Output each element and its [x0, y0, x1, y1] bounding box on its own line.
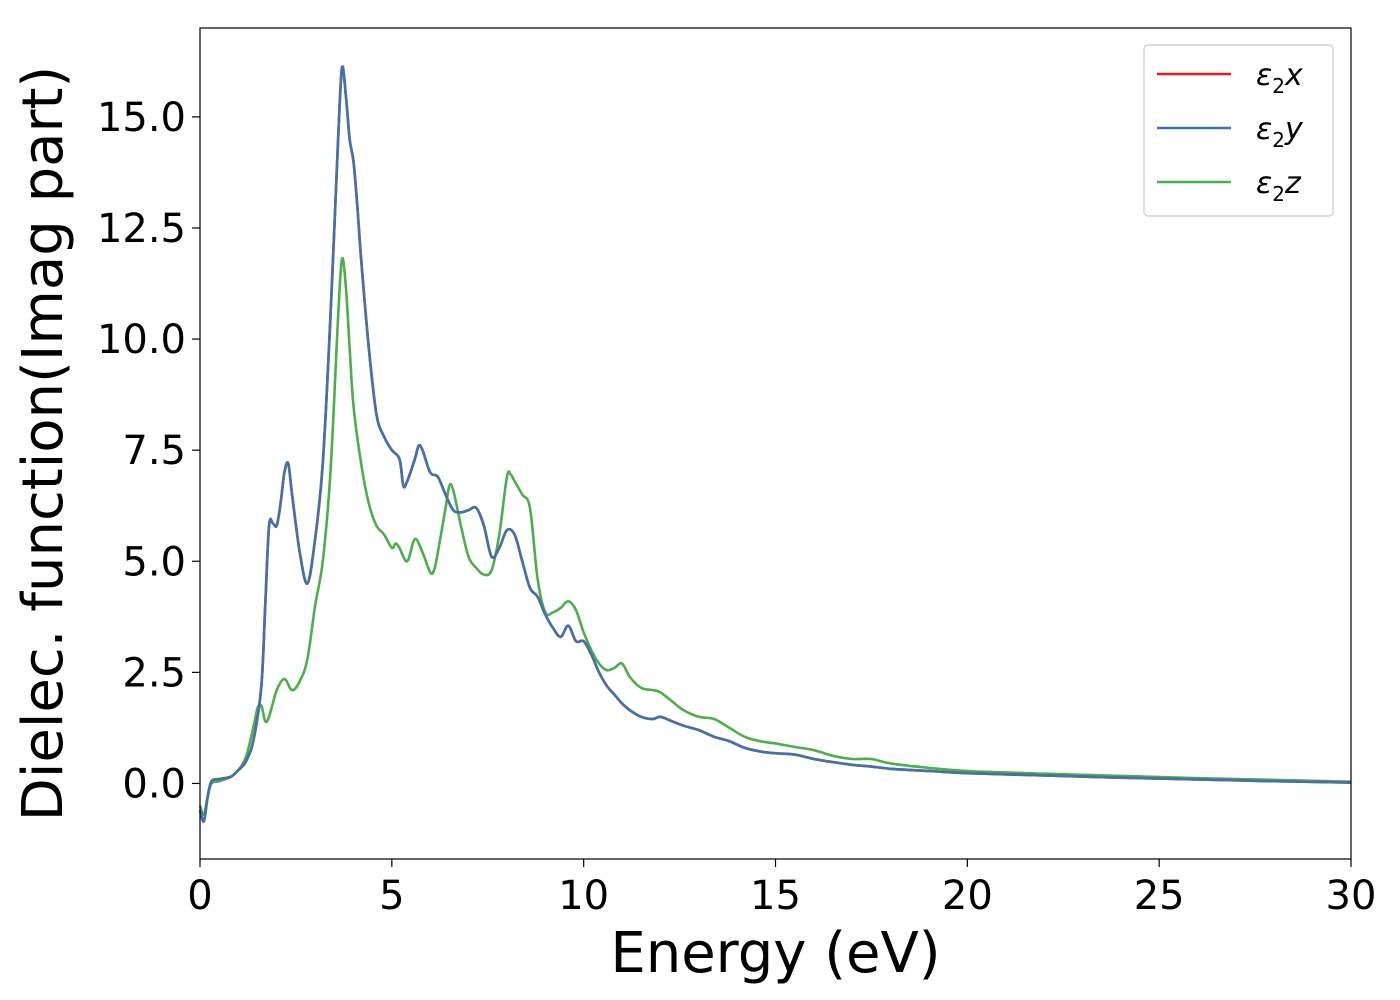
series-line-z: [198, 256, 1352, 816]
y-tick-label: 15.0: [97, 95, 186, 141]
series-layer: [198, 65, 1352, 823]
x-axis-label: Energy (eV): [610, 921, 940, 986]
legend-label-subscript: 2: [1272, 182, 1285, 206]
x-tick-label: 10: [558, 873, 609, 919]
legend-label-base: ε: [1256, 166, 1272, 201]
y-axis-label: Dielec. function(Imag part): [11, 66, 76, 822]
legend-box: [1143, 44, 1334, 217]
x-axis: 0 5 10 15 20 25 30: [187, 859, 1376, 919]
y-axis: 0.0 2.5 5.0 7.5 10.0 12.5 15.0: [97, 95, 200, 807]
legend-label-base: ε: [1256, 58, 1272, 93]
y-tick-label: 5.0: [122, 539, 186, 585]
x-tick-label: 5: [379, 873, 404, 919]
y-tick-label: 0.0: [122, 761, 186, 807]
legend-label-y: ε2y: [1256, 112, 1304, 152]
legend-label-subscript: 2: [1272, 128, 1285, 152]
legend-label-variable: z: [1284, 166, 1302, 201]
legend-label-z: ε2z: [1256, 166, 1302, 206]
x-tick-label: 0: [187, 873, 212, 919]
y-tick-label: 2.5: [122, 650, 186, 696]
legend-label-x: ε2x: [1256, 58, 1303, 98]
y-tick-label: 7.5: [122, 428, 186, 474]
x-tick-label: 15: [750, 873, 801, 919]
x-tick-label: 25: [1134, 873, 1185, 919]
legend-label-variable: x: [1284, 58, 1303, 93]
x-tick-label: 20: [942, 873, 993, 919]
x-tick-label: 30: [1326, 873, 1377, 919]
legend-label-subscript: 2: [1272, 74, 1285, 98]
legend-label-variable: y: [1284, 112, 1304, 147]
y-tick-label: 12.5: [97, 206, 186, 252]
legend-label-base: ε: [1256, 112, 1272, 147]
y-tick-label: 10.0: [97, 317, 186, 363]
series-line-y: [198, 65, 1352, 823]
